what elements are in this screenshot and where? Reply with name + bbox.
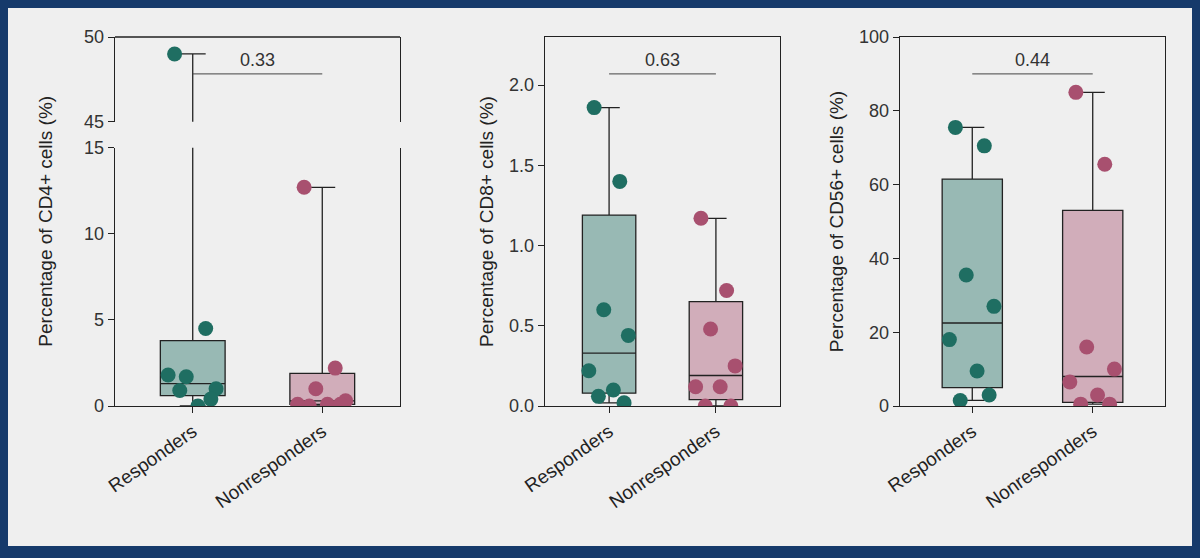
svg-text:10: 10	[84, 224, 104, 244]
svg-text:45: 45	[84, 112, 104, 132]
svg-text:Responders: Responders	[105, 420, 201, 496]
svg-text:Responders: Responders	[884, 420, 980, 496]
svg-text:0: 0	[879, 396, 889, 416]
svg-text:20: 20	[869, 323, 889, 343]
svg-text:Responders: Responders	[521, 420, 617, 496]
svg-text:0.33: 0.33	[240, 50, 275, 70]
svg-text:0: 0	[94, 396, 104, 416]
svg-text:100: 100	[859, 27, 889, 47]
svg-text:0.0: 0.0	[509, 396, 534, 416]
svg-text:40: 40	[869, 249, 889, 269]
svg-text:15: 15	[84, 138, 104, 158]
svg-text:60: 60	[869, 175, 889, 195]
svg-text:Nonresponders: Nonresponders	[605, 420, 723, 512]
svg-text:2.0: 2.0	[509, 75, 534, 95]
svg-text:5: 5	[94, 310, 104, 330]
svg-text:Percentage of CD4+ cells (%): Percentage of CD4+ cells (%)	[35, 96, 56, 347]
svg-text:0.44: 0.44	[1015, 50, 1050, 70]
svg-text:0.5: 0.5	[509, 316, 534, 336]
svg-text:1.0: 1.0	[509, 236, 534, 256]
svg-text:1.5: 1.5	[509, 156, 534, 176]
svg-text:0.63: 0.63	[645, 50, 680, 70]
svg-text:Percentage of CD56+ cells (%): Percentage of CD56+ cells (%)	[826, 91, 847, 352]
svg-text:Nonresponders: Nonresponders	[982, 420, 1100, 512]
svg-text:Percentage of CD8+ cells (%): Percentage of CD8+ cells (%)	[476, 96, 497, 347]
svg-text:Nonresponders: Nonresponders	[212, 420, 330, 512]
svg-text:50: 50	[84, 27, 104, 47]
svg-text:80: 80	[869, 101, 889, 121]
